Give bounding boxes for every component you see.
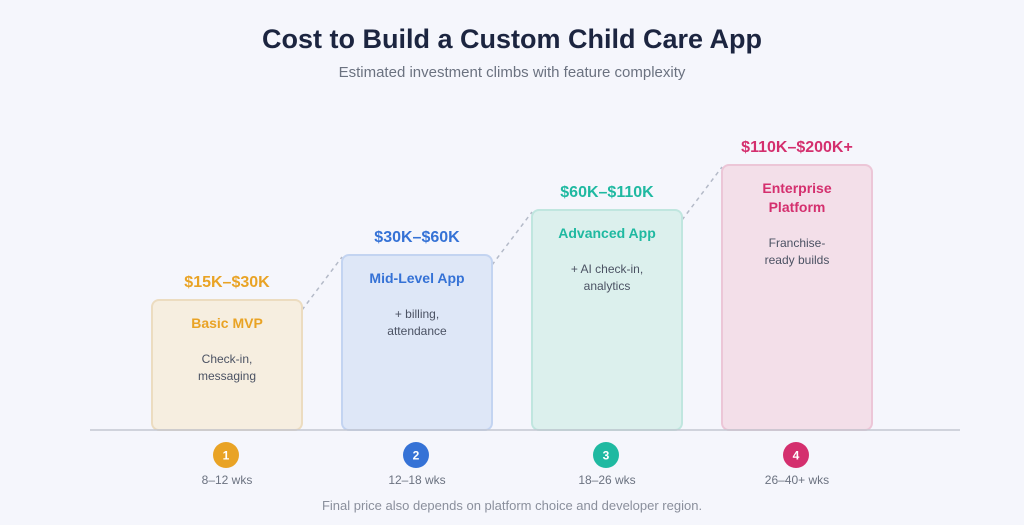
price-label-4: $110K–$200K+ — [741, 139, 853, 156]
footnote: Final price also depends on platform cho… — [321, 498, 703, 513]
tier-description-2: attendance — [387, 324, 447, 338]
step-badge-3 — [593, 442, 619, 468]
chart-subtitle: Estimated investment climbs with feature… — [338, 64, 686, 81]
step-number-1: 1 — [223, 449, 230, 463]
step-number-2: 2 — [413, 449, 420, 463]
step-badge-2 — [403, 442, 429, 468]
price-label-2: $30K–$60K — [374, 229, 460, 246]
timeline-label-1: 8–12 wks — [202, 473, 253, 487]
tier-description-4: ready builds — [765, 253, 830, 267]
tier-description-4: Franchise- — [769, 236, 826, 250]
tier-description-3: + AI check-in, — [571, 262, 643, 276]
timeline-label-2: 12–18 wks — [388, 473, 445, 487]
timeline-label-3: 18–26 wks — [578, 473, 635, 487]
tier-name-3: Advanced App — [558, 225, 656, 241]
tier-name-2: Mid-Level App — [369, 270, 464, 286]
tier-name-4: Enterprise — [762, 180, 831, 196]
step-number-4: 4 — [793, 449, 800, 463]
tier-description-2: + billing, — [395, 307, 439, 321]
price-label-3: $60K–$110K — [560, 184, 654, 201]
tier-name-1: Basic MVP — [191, 315, 263, 331]
timeline-label-4: 26–40+ wks — [765, 473, 829, 487]
step-number-3: 3 — [603, 449, 610, 463]
tier-description-3: analytics — [584, 279, 631, 293]
connector-line-3 — [681, 166, 723, 221]
connector-line-1 — [301, 256, 343, 311]
tier-name-4: Platform — [769, 199, 826, 215]
bar-3 — [531, 209, 683, 431]
tier-description-1: Check-in, — [202, 352, 253, 366]
chart-title: Cost to Build a Custom Child Care App — [261, 24, 762, 54]
step-badge-4 — [783, 442, 809, 468]
price-label-1: $15K–$30K — [184, 274, 270, 291]
step-badge-1 — [213, 442, 239, 468]
tier-description-1: messaging — [198, 369, 256, 383]
connector-line-2 — [491, 211, 533, 266]
